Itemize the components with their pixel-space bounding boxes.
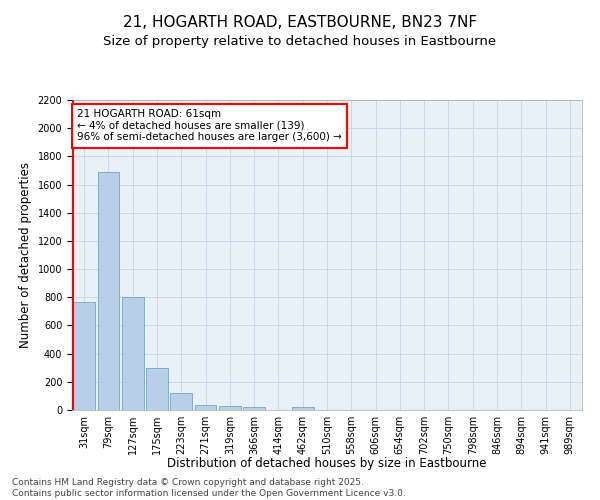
- Text: 21, HOGARTH ROAD, EASTBOURNE, BN23 7NF: 21, HOGARTH ROAD, EASTBOURNE, BN23 7NF: [123, 15, 477, 30]
- Bar: [146, 368, 168, 410]
- Bar: [219, 406, 241, 410]
- Bar: [97, 172, 119, 410]
- Bar: [122, 298, 143, 410]
- Text: 21 HOGARTH ROAD: 61sqm
← 4% of detached houses are smaller (139)
96% of semi-det: 21 HOGARTH ROAD: 61sqm ← 4% of detached …: [77, 110, 342, 142]
- Bar: [73, 302, 95, 410]
- Bar: [170, 393, 192, 410]
- X-axis label: Distribution of detached houses by size in Eastbourne: Distribution of detached houses by size …: [167, 457, 487, 470]
- Text: Size of property relative to detached houses in Eastbourne: Size of property relative to detached ho…: [103, 35, 497, 48]
- Y-axis label: Number of detached properties: Number of detached properties: [19, 162, 32, 348]
- Bar: [194, 404, 217, 410]
- Bar: [243, 407, 265, 410]
- Bar: [292, 407, 314, 410]
- Text: Contains HM Land Registry data © Crown copyright and database right 2025.
Contai: Contains HM Land Registry data © Crown c…: [12, 478, 406, 498]
